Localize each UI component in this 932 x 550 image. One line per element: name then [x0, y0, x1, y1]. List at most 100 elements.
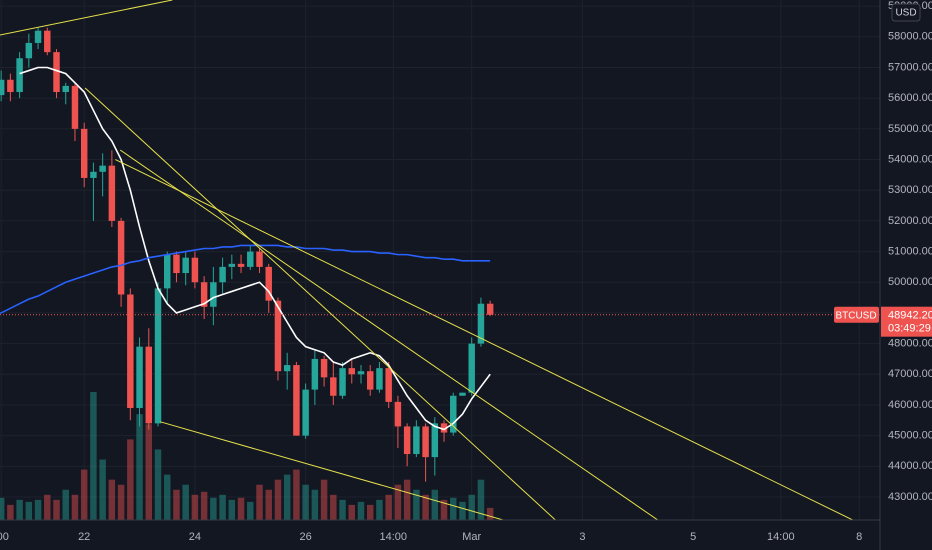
candle-body	[44, 30, 51, 53]
candle-body	[274, 300, 282, 372]
volume-bar	[302, 484, 309, 520]
symbol-label: BTCUSD	[835, 310, 876, 321]
candle-body	[53, 52, 60, 93]
candle-body	[62, 85, 69, 93]
candle-body	[293, 365, 300, 436]
volume-bar	[357, 501, 365, 520]
x-tick-label: 8	[856, 531, 862, 543]
volume-bar	[256, 484, 263, 520]
candle-body	[477, 303, 485, 344]
candle-body	[34, 30, 42, 43]
volume-bar	[366, 504, 374, 520]
candle-body	[16, 58, 23, 93]
volume-bar	[210, 497, 217, 520]
volume-bar	[394, 484, 402, 520]
candle-body	[80, 128, 88, 178]
volume-bar	[320, 479, 328, 520]
trendline	[115, 159, 854, 520]
currency-label: USD	[895, 8, 916, 19]
candle-body	[450, 395, 457, 433]
candle-body	[108, 165, 116, 221]
candle-body	[136, 346, 143, 409]
candle-body	[283, 365, 291, 372]
volume-bar	[71, 494, 79, 520]
trendline	[160, 421, 506, 520]
y-tick-label: 45000.00	[888, 430, 932, 442]
candle-body	[210, 282, 217, 307]
candle-body	[145, 346, 153, 424]
volume-bar	[450, 497, 457, 520]
candle-body	[117, 220, 125, 295]
volume-bar	[376, 499, 383, 520]
moving-average	[0, 244, 491, 315]
y-tick-label: 48000.00	[888, 338, 932, 350]
trendline	[119, 149, 659, 520]
candle-body	[154, 288, 162, 424]
candle-body	[440, 423, 448, 433]
volume-bar	[90, 392, 97, 520]
x-tick-label: Mar	[462, 531, 481, 543]
volume-bar	[127, 439, 134, 520]
x-tick-label: 14:00	[767, 531, 795, 543]
volume-bar	[422, 494, 429, 520]
price-label: 48942.20	[888, 310, 932, 322]
volume-bar	[440, 499, 448, 520]
volume-bar	[228, 499, 236, 520]
candle-body	[228, 263, 236, 267]
candle-body	[302, 389, 309, 436]
volume-bar	[413, 489, 420, 520]
y-tick-label: 58000.00	[888, 31, 932, 43]
x-tick-label: 3	[579, 531, 585, 543]
candle-body	[0, 79, 5, 96]
candle-body	[459, 392, 466, 396]
volume-bar	[34, 499, 42, 520]
x-tick-label: 14:00	[380, 531, 408, 543]
candle-body	[385, 368, 392, 402]
volume-bar	[348, 504, 355, 520]
volume-bar	[0, 497, 5, 520]
candle-body	[366, 371, 374, 390]
moving-average	[19, 66, 491, 431]
volume-bar	[339, 499, 346, 520]
candle-body	[71, 85, 79, 129]
x-tick-label: 5	[690, 531, 696, 543]
volume-bar	[385, 494, 392, 520]
y-tick-label: 44000.00	[888, 460, 932, 472]
trendline	[84, 87, 557, 520]
y-tick-label: 43000.00	[888, 491, 932, 503]
symbol-badge	[834, 306, 879, 323]
x-tick-label: 24	[189, 531, 201, 543]
y-tick-label: 47000.00	[888, 368, 932, 380]
x-tick-label: 26	[300, 531, 312, 543]
y-tick-label: 53000.00	[888, 184, 932, 196]
candle-body	[237, 263, 245, 267]
candle-body	[431, 423, 439, 458]
currency-badge	[891, 3, 921, 22]
plot-area	[0, 0, 880, 520]
volume-bar	[62, 489, 69, 520]
price-badge	[881, 306, 932, 337]
volume-bar	[486, 507, 494, 520]
volume-bar	[431, 489, 439, 520]
volume-bar	[200, 491, 208, 520]
candle-body	[127, 294, 134, 409]
trendline	[0, 0, 173, 36]
y-tick-label: 56000.00	[888, 92, 932, 104]
volume-bar	[219, 494, 226, 520]
candle-body	[25, 42, 33, 59]
volume-bar	[145, 424, 153, 520]
candle-body	[348, 368, 355, 375]
volume-bar	[237, 497, 245, 520]
volume-bar	[80, 469, 88, 520]
candle-body	[422, 426, 429, 458]
volume-bar	[117, 484, 125, 520]
volume-bar	[459, 501, 466, 520]
volume-bar	[247, 501, 254, 520]
volume-bar	[99, 459, 106, 520]
candle-body	[90, 171, 97, 178]
volume-bar	[274, 479, 282, 520]
y-tick-label: 54000.00	[888, 153, 932, 165]
volume-bar	[25, 501, 33, 520]
